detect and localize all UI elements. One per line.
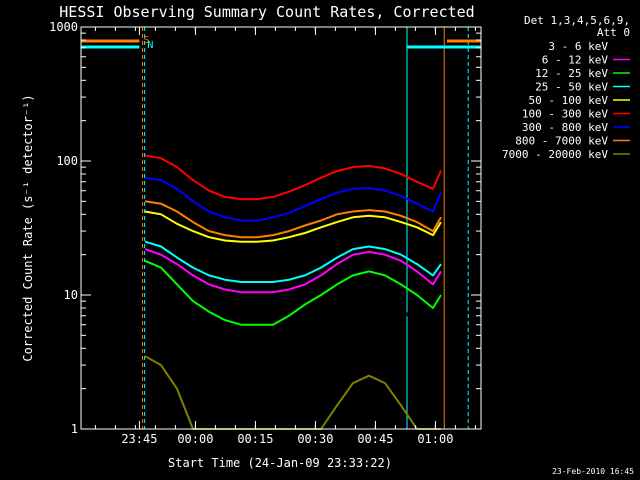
series-line-0-core [144, 274, 443, 358]
legend-entry-label: 6 - 12 keV [542, 54, 609, 67]
x-tick-label: 00:30 [297, 432, 333, 446]
series-line-6 [144, 176, 442, 222]
x-tick-label: 00:45 [357, 432, 393, 446]
x-tick-label: 00:00 [177, 432, 213, 446]
x-tick-label: 01:00 [417, 432, 453, 446]
legend-entry-label: 50 - 100 keV [529, 94, 609, 107]
flag-label-n: N [147, 40, 153, 51]
legend-entry-label: 300 - 800 keV [522, 121, 608, 134]
flag-label-s: S [143, 35, 149, 46]
series-line-5 [144, 154, 442, 201]
x-tick-label: 23:45 [121, 432, 157, 446]
legend-entry-label: 100 - 300 keV [522, 108, 608, 121]
series-line-2 [144, 259, 442, 326]
x-axis-label: Start Time (24-Jan-09 23:33:22) [168, 456, 392, 470]
plot-frame [80, 26, 482, 430]
legend-entry-label: 12 - 25 keV [535, 67, 608, 80]
legend-header-line: Att 0 [597, 26, 630, 39]
legend-header-line: Det 1,3,4,5,6,9, [524, 14, 630, 27]
y-tick-label: 1000 [49, 20, 78, 34]
series-line-7 [144, 200, 442, 239]
legend-entry-label: 3 - 6 keV [548, 40, 608, 53]
y-tick-label: 1 [71, 422, 78, 436]
legend-entry-label: 7000 - 20000 keV [502, 148, 608, 161]
series-line-3 [144, 240, 442, 283]
axis-ticks: 23:45 00:00 00:15 00:30 00:45 01:00 1 10 100 1000 [49, 20, 481, 446]
y-tick-label: 100 [56, 154, 78, 168]
series-line-1 [144, 248, 442, 294]
series-line-4 [144, 210, 442, 243]
y-axis-label: Corrected Count Rate (s⁻¹ detector⁻¹) [21, 94, 35, 361]
x-tick-label: 00:15 [237, 432, 273, 446]
footer-stamp: 23-Feb-2010 16:45 [552, 467, 634, 476]
chart-title: HESSI Observing Summary Count Rates, Cor… [59, 3, 474, 21]
plot-area: SN [80, 27, 481, 430]
y-tick-label: 10 [64, 288, 78, 302]
legend-entry-label: 25 - 50 keV [535, 81, 608, 94]
legend-entry-label: 800 - 7000 keV [515, 135, 608, 148]
